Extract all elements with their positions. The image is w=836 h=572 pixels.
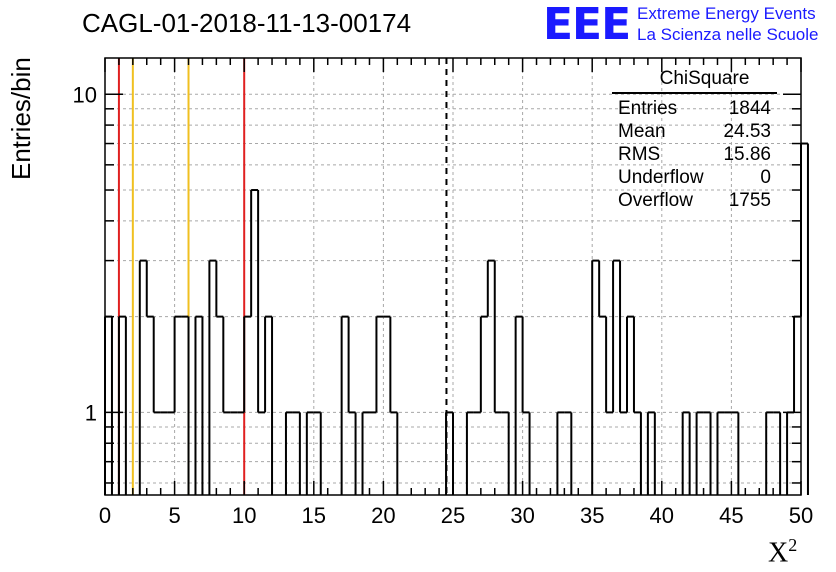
stats-label: Mean <box>618 121 666 142</box>
stats-box: ChiSquare Entries 1844 Mean 24.53 RMS 15.86… <box>612 68 777 212</box>
stats-label: Entries <box>618 98 678 119</box>
x-tick-label: 5 <box>168 503 180 528</box>
logo-mark: EEE <box>543 0 631 50</box>
stats-value: 0 <box>760 167 771 188</box>
logo-line1: Extreme Energy Events <box>637 4 816 23</box>
stats-value: 24.53 <box>723 121 771 142</box>
stats-label: RMS <box>618 144 661 165</box>
stats-row-mean: Mean 24.53 <box>612 120 777 143</box>
stats-value: 1844 <box>728 98 771 119</box>
stats-value: 15.86 <box>723 144 771 165</box>
x-tick-label: 10 <box>232 503 256 528</box>
x-tick-label: 30 <box>510 503 534 528</box>
x-tick-label: 15 <box>302 503 326 528</box>
x-axis-label-base: X <box>768 537 789 569</box>
x-tick-label: 25 <box>441 503 465 528</box>
x-tick-label: 50 <box>789 503 813 528</box>
x-axis-label: X2 <box>768 535 797 569</box>
chart-title: CAGL-01-2018-11-13-00174 <box>82 8 412 38</box>
stats-label: Overflow <box>618 190 693 211</box>
x-tick-label: 45 <box>719 503 743 528</box>
y-tick-label: 1 <box>85 400 97 425</box>
stats-divider <box>612 92 777 94</box>
eee-logo: EEE Extreme Energy Events La Scienza nel… <box>543 2 833 48</box>
y-axis-label: Entries/bin <box>6 57 36 180</box>
x-tick-label: 20 <box>371 503 395 528</box>
stats-row-underflow: Underflow 0 <box>612 166 777 189</box>
x-tick-label: 0 <box>99 503 111 528</box>
stats-title: ChiSquare <box>659 68 750 89</box>
stats-row-overflow: Overflow 1755 <box>612 189 777 212</box>
x-tick-label: 35 <box>580 503 604 528</box>
axes: 0 5 10 15 20 25 30 35 40 45 50 1 10 <box>73 57 813 528</box>
stats-row-entries: Entries 1844 <box>612 97 777 120</box>
stats-row-rms: RMS 15.86 <box>612 143 777 166</box>
logo-line2: La Scienza nelle Scuole <box>637 25 819 44</box>
stats-label: Underflow <box>618 167 704 188</box>
x-tick-label: 40 <box>650 503 674 528</box>
y-tick-label: 10 <box>73 82 97 107</box>
stats-value: 1755 <box>728 190 771 211</box>
x-axis-label-sup: 2 <box>788 535 798 555</box>
